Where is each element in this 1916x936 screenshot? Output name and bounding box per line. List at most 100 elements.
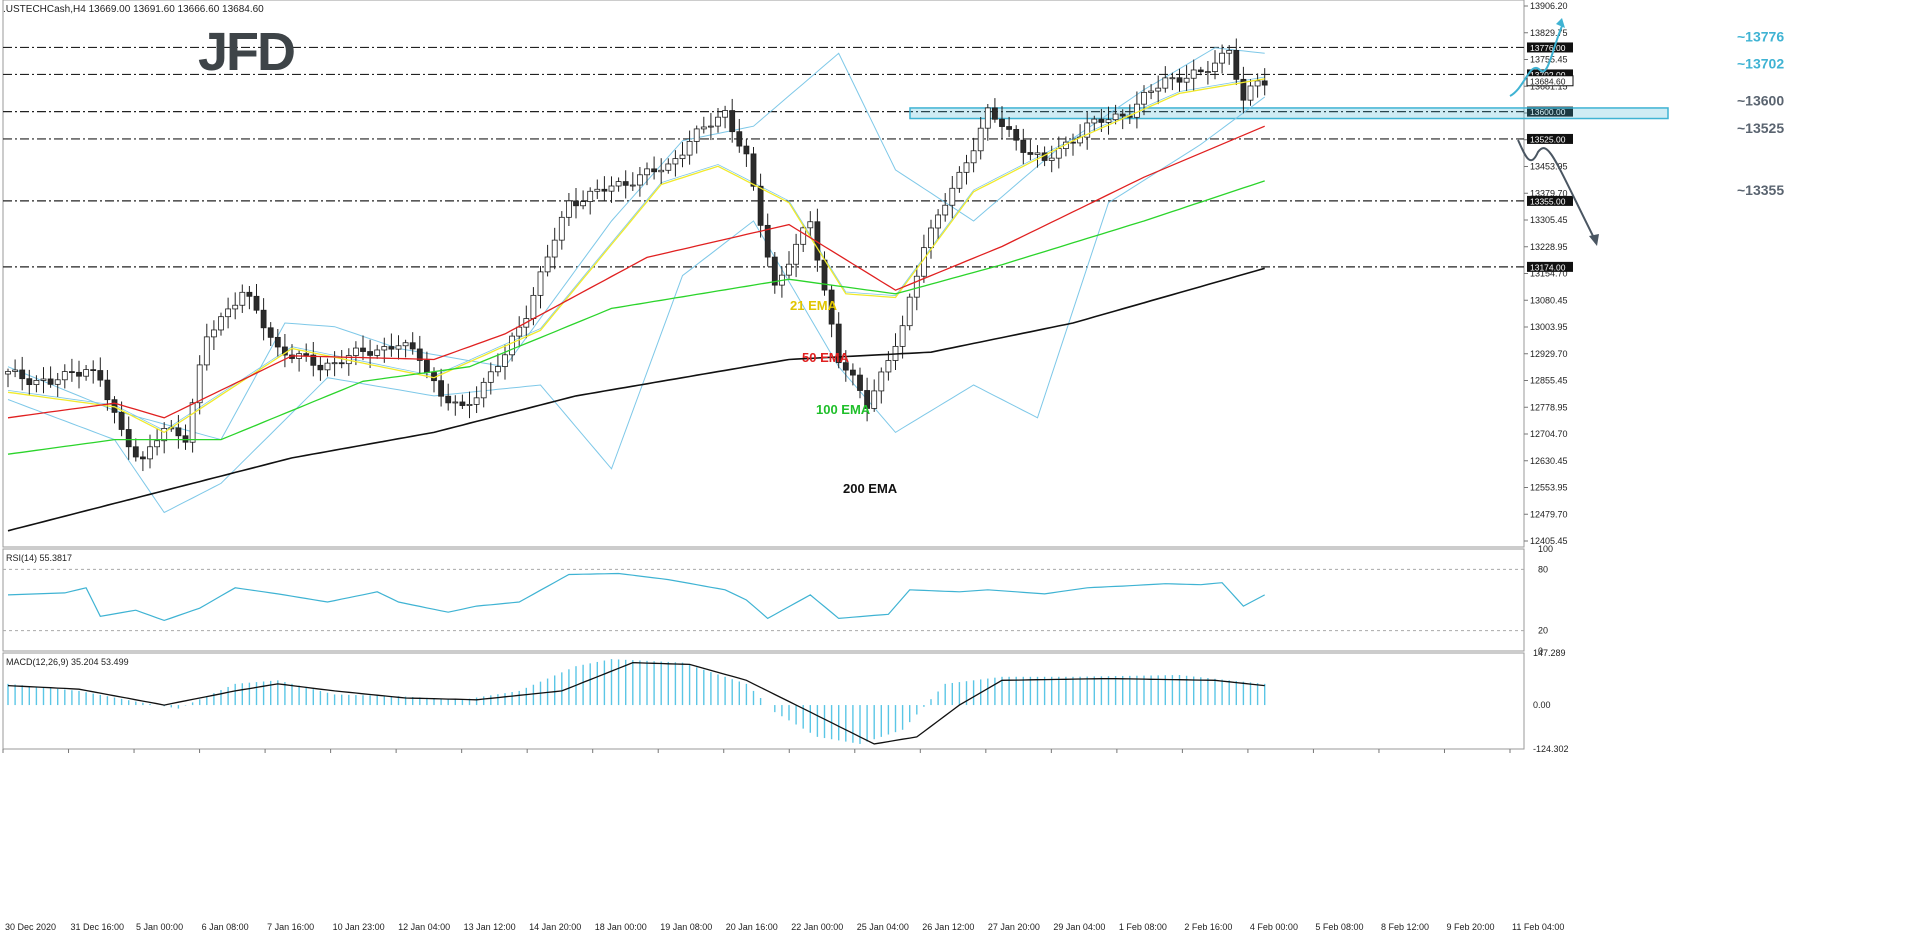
- candle: [779, 266, 785, 298]
- candle: [686, 130, 693, 165]
- candle-body: [1162, 77, 1169, 89]
- candle-body: [857, 374, 863, 391]
- candle: [12, 359, 19, 378]
- panel-frame-2: [2, 548, 1525, 652]
- candle-body: [1254, 80, 1261, 87]
- x-tick-label: 11 Feb 04:00: [1512, 922, 1564, 932]
- candle-body: [466, 403, 473, 406]
- candle-body: [445, 395, 452, 404]
- candle-body: [1048, 157, 1055, 161]
- candle-body: [686, 140, 693, 156]
- candle-body: [942, 204, 949, 216]
- price-tick-label: 12405.45: [1530, 536, 1568, 546]
- ema-line-100: [7, 180, 1265, 455]
- candle-body: [381, 346, 388, 351]
- level-price-box-label: 13355.00: [1530, 196, 1566, 206]
- candle-body: [175, 427, 182, 437]
- x-tick-label: 10 Jan 23:00: [333, 922, 385, 932]
- candle: [658, 158, 665, 185]
- candle: [388, 333, 395, 357]
- candle-body: [700, 126, 707, 130]
- candle: [757, 173, 764, 238]
- candle-body: [253, 295, 260, 311]
- candle-body: [672, 158, 679, 165]
- candle-body: [139, 456, 146, 460]
- candle: [864, 377, 870, 422]
- price-tick-label: 12778.95: [1530, 402, 1568, 412]
- candle: [54, 372, 61, 397]
- candle: [1134, 91, 1140, 129]
- candle-body: [189, 402, 196, 443]
- candle: [984, 103, 991, 141]
- price-tick-label: 12479.70: [1530, 509, 1568, 519]
- candle: [1240, 66, 1247, 114]
- panel-frame-1: [2, 0, 1525, 548]
- candle: [516, 316, 523, 348]
- candle-body: [239, 291, 246, 306]
- candle-body: [764, 224, 771, 258]
- candle: [1055, 136, 1062, 169]
- ema-annotation: 50 EMA: [802, 350, 850, 365]
- candle: [1190, 59, 1197, 91]
- level-price-box: [1527, 195, 1573, 206]
- candle: [83, 364, 89, 381]
- candle-body: [835, 323, 842, 364]
- candle: [345, 348, 352, 376]
- candle-body: [225, 308, 232, 318]
- candle-body: [218, 316, 224, 331]
- current-price-label: 13684.60: [1530, 76, 1566, 86]
- candle: [729, 98, 736, 143]
- x-tick-label: 2 Feb 16:00: [1184, 922, 1232, 932]
- candle-body: [154, 440, 161, 448]
- panel-frame-3: [2, 652, 1525, 750]
- candle-body: [395, 345, 402, 350]
- candle-body: [480, 381, 487, 399]
- candle: [764, 213, 771, 267]
- candle-body: [977, 127, 984, 152]
- candle: [324, 358, 331, 377]
- price-tick-label: 12929.70: [1530, 349, 1568, 359]
- x-tick-label: 25 Jan 04:00: [857, 922, 909, 932]
- level-label: ~13600: [1737, 93, 1784, 109]
- candle-body: [708, 125, 714, 128]
- candle: [708, 113, 714, 141]
- ema-annotation: 100 EMA: [816, 402, 871, 417]
- jfd-logo: JFD: [198, 22, 294, 82]
- level-price-box: [1527, 42, 1573, 53]
- ema-annotation: 21 EMA: [790, 298, 838, 313]
- candle: [502, 344, 508, 380]
- level-price-box-label: 13702.00: [1530, 70, 1566, 80]
- candle-body: [771, 256, 778, 286]
- candle-body: [1197, 69, 1204, 73]
- candle: [1205, 60, 1211, 85]
- candle-body: [232, 304, 239, 310]
- candle-body: [1112, 113, 1119, 121]
- x-tick-label: 22 Jan 00:00: [791, 922, 843, 932]
- candle: [175, 415, 182, 449]
- candle-body: [864, 390, 870, 409]
- candle: [331, 351, 338, 377]
- x-tick-label: 20 Jan 16:00: [726, 922, 778, 932]
- candle-body: [423, 360, 430, 373]
- candle: [210, 320, 217, 350]
- candle-body: [12, 369, 19, 372]
- candle: [615, 177, 622, 192]
- candle: [61, 364, 68, 389]
- x-tick-label: 13 Jan 12:00: [464, 922, 516, 932]
- level-price-box: [1527, 261, 1573, 272]
- candle: [459, 394, 466, 409]
- price-tick-label: 12704.70: [1530, 429, 1568, 439]
- macd-tick-label: -124.302: [1533, 744, 1569, 754]
- candle: [381, 337, 388, 363]
- candle: [274, 328, 281, 357]
- candle: [218, 312, 224, 336]
- candle-body: [1098, 118, 1105, 123]
- x-tick-label: 18 Jan 00:00: [595, 922, 647, 932]
- x-tick-label: 19 Jan 08:00: [660, 922, 712, 932]
- x-tick-label: 7 Jan 16:00: [267, 922, 314, 932]
- candle-body: [992, 107, 998, 120]
- candle: [828, 284, 835, 338]
- candle-body: [608, 185, 615, 192]
- candle-body: [1034, 152, 1041, 155]
- candle: [850, 363, 856, 386]
